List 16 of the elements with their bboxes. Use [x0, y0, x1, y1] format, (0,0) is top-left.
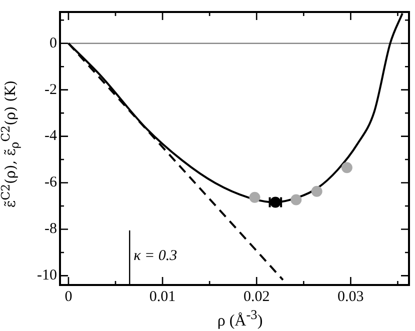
y-tick-label: 0: [50, 35, 57, 52]
x-tick-label: 0: [64, 288, 72, 305]
point: [311, 186, 322, 197]
x-axis-title: ρ (Å$^{-3}$): [216, 307, 264, 330]
y-tick-label: -8: [44, 221, 57, 238]
y-tick-label: -10: [37, 268, 57, 284]
point: [249, 192, 260, 203]
x-tick-label: 0.03: [338, 288, 364, 305]
annotation: κ = 0.3: [134, 248, 178, 264]
x-tick-label: 0.01: [149, 288, 176, 305]
y-tick-label: -4: [44, 128, 58, 144]
y-tick-label: -6: [44, 174, 58, 191]
x-tick-label: 0.02: [243, 288, 270, 305]
point: [290, 194, 302, 206]
point: [341, 162, 352, 174]
y-tick-label: -2: [44, 82, 57, 98]
